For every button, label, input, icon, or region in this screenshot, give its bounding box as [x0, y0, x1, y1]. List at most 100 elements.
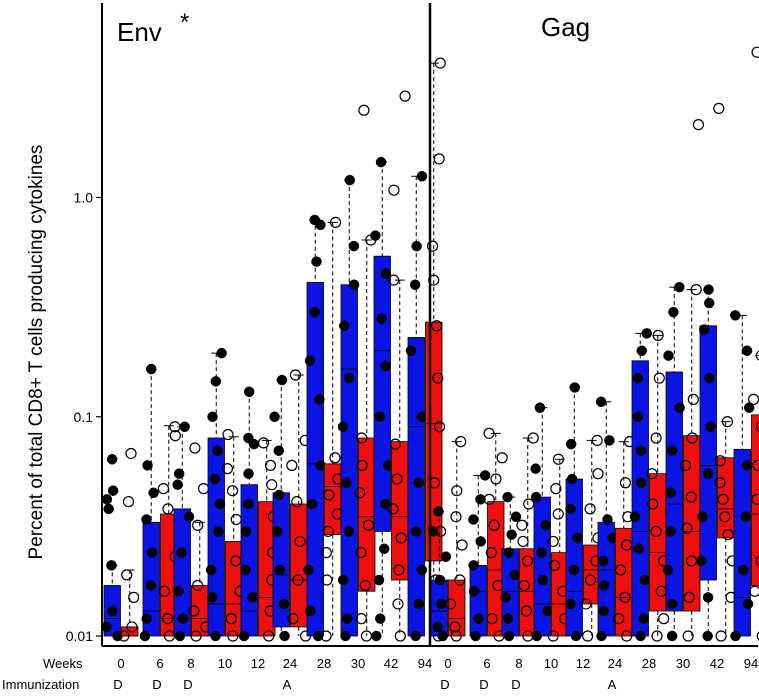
data-point-filled [434, 574, 446, 586]
data-point-open [356, 459, 368, 471]
data-point-open [162, 503, 174, 515]
data-point-filled [702, 592, 714, 603]
data-point-filled [248, 438, 260, 450]
data-point-filled [666, 598, 678, 610]
data-point-open [646, 468, 658, 480]
data-point-filled [602, 514, 613, 525]
data-point-filled [565, 438, 577, 450]
data-point-filled [107, 485, 119, 496]
data-point-filled [139, 630, 151, 642]
data-point-open [355, 547, 367, 559]
data-point-filled [540, 519, 551, 531]
data-point-open [584, 503, 596, 515]
data-point-open [128, 591, 140, 603]
data-point-open [426, 240, 439, 252]
data-point-filled [416, 564, 428, 576]
data-point-open [329, 216, 342, 228]
week-label: 10 [218, 656, 232, 671]
week-label: 28 [642, 656, 656, 671]
data-point-open [122, 496, 135, 508]
data-point-filled [665, 487, 676, 499]
data-point-filled [632, 372, 644, 384]
week-label: 42 [710, 656, 724, 671]
data-point-filled [502, 491, 513, 503]
data-point-open [323, 489, 335, 501]
immunization-label: D [479, 677, 488, 692]
week-label: 24 [608, 656, 622, 671]
data-point-filled [207, 592, 218, 603]
data-point-open [682, 630, 694, 642]
data-point-filled [309, 306, 321, 318]
data-point-filled [243, 468, 254, 479]
data-point-filled [702, 468, 714, 479]
week-label: 24 [283, 656, 297, 671]
data-point-filled [210, 630, 221, 642]
data-point-open [292, 574, 304, 586]
data-point-filled [306, 498, 318, 510]
data-point-filled [380, 360, 391, 372]
data-point-open [483, 427, 495, 439]
data-point-filled [148, 487, 159, 499]
data-point-filled [468, 560, 479, 571]
data-point-open [552, 453, 565, 465]
data-point-open [257, 437, 270, 449]
data-point-filled [243, 386, 255, 398]
data-point-open [362, 519, 375, 531]
data-point-filled [340, 630, 351, 642]
data-point-open [294, 535, 306, 548]
data-point-filled [343, 526, 355, 537]
significance-asterisk: * [180, 9, 189, 36]
data-point-open [329, 452, 341, 464]
data-point-filled [344, 174, 356, 186]
data-point-filled [410, 526, 422, 537]
data-point-filled [730, 310, 741, 321]
data-point-open [430, 320, 443, 332]
data-point-filled [410, 630, 421, 642]
data-point-open [393, 564, 405, 576]
data-point-filled [413, 477, 424, 489]
data-point-filled [145, 363, 157, 375]
box-b [583, 544, 601, 605]
data-point-filled [141, 613, 152, 624]
data-point-filled [376, 313, 387, 324]
data-point-filled [566, 473, 578, 485]
data-point-filled [741, 345, 753, 356]
data-point-filled [341, 613, 353, 624]
data-point-open [192, 579, 204, 592]
data-point-open [428, 274, 440, 286]
data-point-filled [531, 630, 542, 642]
data-point-filled [639, 574, 651, 586]
data-point-filled [569, 382, 581, 393]
data-point-open [286, 459, 298, 471]
box-a [469, 564, 487, 637]
data-point-filled [604, 435, 615, 446]
data-point-filled [274, 564, 286, 576]
data-point-open [592, 468, 604, 480]
week-label: 6 [156, 656, 163, 671]
data-point-open [451, 485, 463, 497]
data-point-filled [172, 479, 183, 490]
data-point-open [387, 503, 399, 515]
data-point-open [389, 438, 401, 450]
data-point-filled [305, 605, 316, 617]
y-axis-label: Percent of total CD8+ T cells producing … [26, 145, 47, 560]
data-point-filled [375, 613, 386, 624]
data-point-open [685, 491, 697, 503]
data-point-open [719, 511, 731, 523]
data-point-open [485, 547, 497, 559]
data-point-open [647, 498, 659, 510]
data-point-filled [440, 551, 452, 562]
data-point-open [158, 585, 170, 597]
data-point-open [358, 104, 370, 116]
data-point-filled [597, 555, 609, 567]
data-point-open [692, 119, 705, 131]
week-label: 30 [351, 656, 365, 671]
data-point-open [190, 630, 202, 642]
box-a [733, 448, 751, 637]
data-point-open [619, 591, 631, 603]
data-point-filled [705, 421, 716, 433]
data-point-filled [145, 580, 157, 591]
data-point-filled [632, 411, 644, 422]
week-label: 12 [576, 656, 590, 671]
data-point-open [432, 372, 444, 384]
